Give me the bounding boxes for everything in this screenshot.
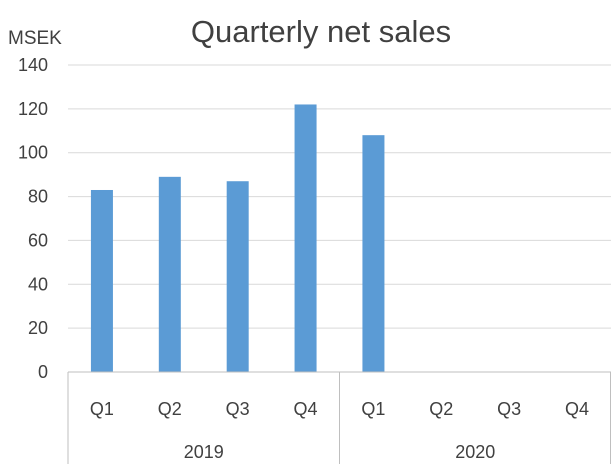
x-tick-label: Q3 — [226, 399, 250, 419]
bars — [90, 104, 385, 372]
bar — [294, 104, 317, 372]
x-tick-label: Q2 — [158, 399, 182, 419]
x-tick-label: Q1 — [90, 399, 114, 419]
y-tick-label: 120 — [18, 99, 48, 119]
x-tick-label: Q1 — [361, 399, 385, 419]
bar — [226, 181, 249, 372]
x-axis: Q1 Q2 Q3 Q4 Q1 Q2 Q3 Q4 2019 2020 — [67, 371, 611, 464]
y-axis-unit-label: MSEK — [8, 28, 62, 49]
x-tick-label: Q4 — [565, 399, 589, 419]
x-group-label: 2020 — [455, 442, 495, 462]
bar — [362, 135, 385, 372]
bar — [158, 176, 181, 372]
y-tick-label: 140 — [18, 55, 48, 75]
chart-title: Quarterly net sales — [191, 14, 451, 49]
x-tick-label: Q4 — [294, 399, 318, 419]
x-group-label: 2019 — [184, 442, 224, 462]
y-tick-label: 60 — [28, 230, 48, 250]
gridlines — [68, 64, 611, 329]
y-tick-label: 100 — [18, 143, 48, 163]
y-axis-ticks: 0 20 40 60 80 100 120 140 — [18, 55, 48, 382]
x-tick-label: Q3 — [497, 399, 521, 419]
x-tick-label: Q2 — [429, 399, 453, 419]
y-tick-label: 20 — [28, 318, 48, 338]
y-tick-label: 0 — [38, 362, 48, 382]
y-tick-label: 40 — [28, 274, 48, 294]
bar — [90, 189, 113, 372]
y-tick-label: 80 — [28, 187, 48, 207]
